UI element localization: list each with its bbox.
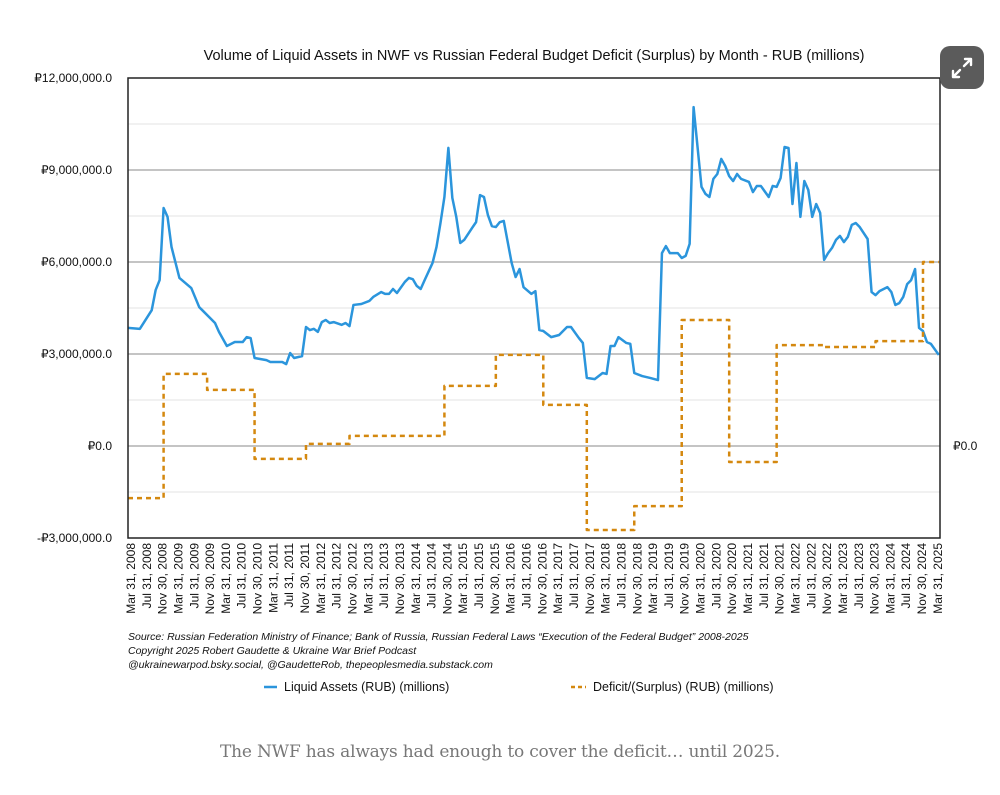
series-line-deficit	[128, 260, 939, 532]
source-line: Source: Russian Federation Ministry of F…	[128, 631, 749, 643]
x-tick-label: Mar 31, 2021	[741, 543, 755, 614]
x-tick-label: Mar 31, 2011	[266, 543, 280, 613]
legend: Liquid Assets (RUB) (millions) Deficit/(…	[264, 680, 774, 694]
legend-label-deficit: Deficit/(Surplus) (RUB) (millions)	[593, 680, 774, 694]
legend-label-liquid-assets: Liquid Assets (RUB) (millions)	[284, 680, 449, 694]
x-tick-label: Mar 31, 2008	[124, 543, 138, 614]
x-tick-label: Nov 30, 2023	[868, 543, 882, 615]
y-tick-label: -₽3,000,000.0	[37, 531, 112, 545]
x-tick-label: Jul 31, 2017	[567, 543, 581, 609]
y-tick-label: ₽0.0	[88, 439, 113, 453]
x-tick-label: Jul 31, 2021	[757, 543, 771, 609]
x-tick-label: Mar 31, 2025	[931, 543, 945, 614]
x-tick-label: Jul 31, 2019	[662, 543, 676, 609]
x-tick-label: Nov 30, 2018	[630, 543, 644, 615]
x-axis-labels: Mar 31, 2008 Jul 31, 2008 Nov 30, 2008 Mar …	[124, 543, 945, 615]
y-tick-label: ₽9,000,000.0	[41, 163, 112, 177]
x-tick-label: Jul 31, 2023	[852, 543, 866, 609]
right-axis-label: ₽0.0	[953, 439, 978, 453]
x-tick-label: Nov 30, 2024	[915, 543, 929, 615]
x-tick-label: Nov 30, 2021	[773, 543, 787, 615]
y-tick-label: ₽12,000,000.0	[34, 71, 112, 85]
x-tick-label: Mar 31, 2024	[883, 543, 897, 614]
x-tick-label: Mar 31, 2010	[219, 543, 233, 614]
expand-button[interactable]	[940, 46, 984, 89]
chart-title: Volume of Liquid Assets in NWF vs Russia…	[204, 48, 865, 64]
x-tick-label: Nov 30, 2011	[298, 543, 312, 614]
y-tick-label: ₽3,000,000.0	[41, 347, 112, 361]
y-tick-label: ₽6,000,000.0	[41, 255, 112, 269]
x-tick-label: Jul 31, 2016	[520, 543, 534, 609]
copyright-line: Copyright 2025 Robert Gaudette & Ukraine…	[128, 645, 417, 657]
source-note: Source: Russian Federation Ministry of F…	[128, 631, 749, 671]
expand-arrows-icon	[951, 57, 973, 78]
social-line: @ukrainewarpod.bsky.social, @GaudetteRob…	[128, 659, 493, 671]
x-tick-label: Nov 30, 2009	[203, 543, 217, 615]
x-tick-label: Jul 31, 2015	[472, 543, 486, 609]
x-tick-label: Jul 31, 2020	[709, 543, 723, 609]
x-tick-label: Jul 31, 2022	[804, 543, 818, 609]
x-tick-label: Mar 31, 2014	[409, 543, 423, 614]
x-tick-label: Jul 31, 2011	[282, 543, 296, 608]
x-tick-label: Nov 30, 2014	[440, 543, 454, 615]
x-tick-label: Jul 31, 2012	[330, 543, 344, 609]
x-tick-label: Nov 30, 2019	[678, 543, 692, 615]
x-tick-label: Jul 31, 2014	[425, 543, 439, 609]
x-tick-label: Mar 31, 2017	[551, 543, 565, 614]
plot-frame	[127, 77, 941, 539]
x-tick-label: Mar 31, 2013	[361, 543, 375, 614]
series-group	[127, 105, 940, 532]
x-tick-label: Mar 31, 2020	[694, 543, 708, 614]
x-tick-label: Jul 31, 2018	[614, 543, 628, 609]
x-tick-label: Nov 30, 2020	[725, 543, 739, 615]
x-tick-label: Nov 30, 2016	[535, 543, 549, 615]
x-tick-label: Jul 31, 2013	[377, 543, 391, 609]
x-tick-label: Nov 30, 2022	[820, 543, 834, 615]
x-tick-label: Nov 30, 2013	[393, 543, 407, 615]
x-tick-label: Jul 31, 2009	[187, 543, 201, 609]
series-line-liquid-assets	[127, 105, 940, 382]
x-tick-label: Nov 30, 2015	[488, 543, 502, 615]
x-tick-label: Jul 31, 2010	[235, 543, 249, 609]
x-tick-label: Nov 30, 2017	[583, 543, 597, 615]
x-tick-label: Mar 31, 2018	[599, 543, 613, 614]
x-tick-label: Mar 31, 2012	[314, 543, 328, 614]
x-tick-label: Mar 31, 2016	[504, 543, 518, 614]
x-tick-label: Mar 31, 2019	[646, 543, 660, 614]
x-tick-label: Nov 30, 2012	[345, 543, 359, 615]
x-tick-label: Mar 31, 2009	[171, 543, 185, 614]
x-tick-label: Jul 31, 2008	[140, 543, 154, 609]
grid	[128, 77, 940, 539]
x-tick-label: Mar 31, 2022	[788, 543, 802, 614]
x-tick-label: Jul 31, 2024	[899, 543, 913, 609]
x-tick-label: Mar 31, 2015	[456, 543, 470, 614]
x-tick-label: Nov 30, 2010	[251, 543, 265, 615]
figure-caption: The NWF has always had enough to cover t…	[220, 742, 780, 762]
y-axis-labels: ₽12,000,000.0 ₽9,000,000.0 ₽6,000,000.0 ₽3,…	[34, 71, 112, 545]
x-tick-label: Nov 30, 2008	[156, 543, 170, 615]
x-tick-label: Mar 31, 2023	[836, 543, 850, 614]
